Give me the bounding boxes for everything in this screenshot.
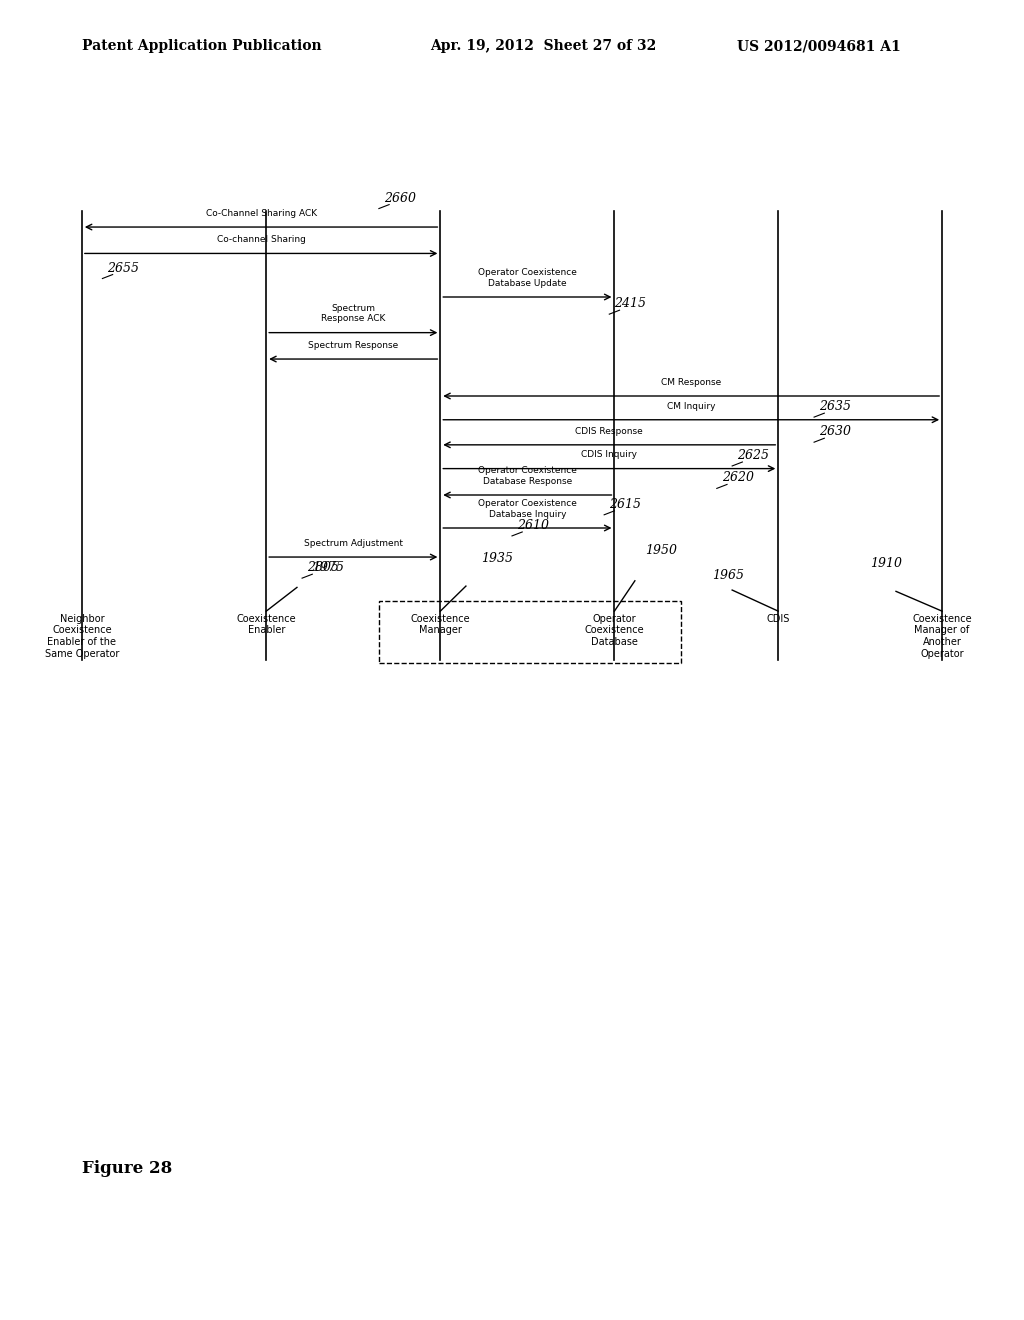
Text: Operator Coexistence
Database Response: Operator Coexistence Database Response bbox=[478, 466, 577, 486]
Text: Spectrum Adjustment: Spectrum Adjustment bbox=[304, 539, 402, 548]
Text: 2655: 2655 bbox=[108, 261, 139, 275]
Text: Neighbor
Coexistence
Enabler of the
Same Operator: Neighbor Coexistence Enabler of the Same… bbox=[45, 614, 119, 659]
Text: Apr. 19, 2012  Sheet 27 of 32: Apr. 19, 2012 Sheet 27 of 32 bbox=[430, 40, 656, 53]
Text: CM Inquiry: CM Inquiry bbox=[667, 401, 716, 411]
Text: Patent Application Publication: Patent Application Publication bbox=[82, 40, 322, 53]
Text: US 2012/0094681 A1: US 2012/0094681 A1 bbox=[737, 40, 901, 53]
Text: 2635: 2635 bbox=[819, 400, 851, 413]
Text: Operator
Coexistence
Database: Operator Coexistence Database bbox=[585, 614, 644, 647]
Text: Coexistence
Enabler: Coexistence Enabler bbox=[237, 614, 296, 635]
Text: Operator Coexistence
Database Inquiry: Operator Coexistence Database Inquiry bbox=[478, 499, 577, 519]
Text: 2415: 2415 bbox=[614, 297, 646, 310]
Text: Co-channel Sharing: Co-channel Sharing bbox=[217, 235, 305, 244]
Text: Operator Coexistence
Database Update: Operator Coexistence Database Update bbox=[478, 268, 577, 288]
Text: 1965: 1965 bbox=[712, 569, 743, 582]
Text: Coexistence
Manager of
Another
Operator: Coexistence Manager of Another Operator bbox=[912, 614, 972, 659]
Text: 1975: 1975 bbox=[312, 561, 344, 574]
Text: CDIS Response: CDIS Response bbox=[575, 426, 643, 436]
Text: 2660: 2660 bbox=[384, 191, 416, 205]
Text: Spectrum Response: Spectrum Response bbox=[308, 341, 398, 350]
Text: CDIS Inquiry: CDIS Inquiry bbox=[582, 450, 637, 459]
Text: Coexistence
Manager: Coexistence Manager bbox=[411, 614, 470, 635]
Text: CM Response: CM Response bbox=[662, 378, 721, 387]
Text: 1935: 1935 bbox=[481, 552, 513, 565]
Text: 1950: 1950 bbox=[645, 544, 677, 557]
Text: 2805: 2805 bbox=[307, 561, 339, 574]
Text: Figure 28: Figure 28 bbox=[82, 1160, 172, 1176]
Text: 2620: 2620 bbox=[722, 471, 754, 484]
Text: 1910: 1910 bbox=[870, 557, 902, 570]
Text: Spectrum
Response ACK: Spectrum Response ACK bbox=[322, 304, 385, 323]
Text: 2610: 2610 bbox=[517, 519, 549, 532]
Text: 2630: 2630 bbox=[819, 425, 851, 438]
Text: Co-Channel Sharing ACK: Co-Channel Sharing ACK bbox=[206, 209, 316, 218]
Text: CDIS: CDIS bbox=[767, 614, 790, 624]
Text: 2615: 2615 bbox=[609, 498, 641, 511]
Text: 2625: 2625 bbox=[737, 449, 769, 462]
